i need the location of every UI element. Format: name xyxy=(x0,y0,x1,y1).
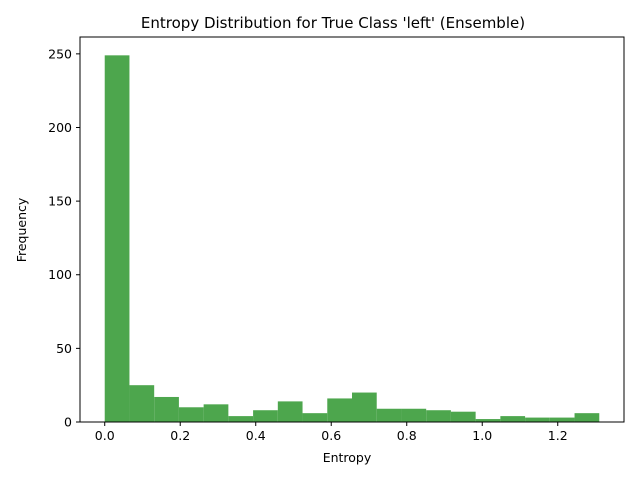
histogram-bar xyxy=(401,408,427,422)
x-tick-label: 0.4 xyxy=(246,428,266,443)
x-tick-label: 0.8 xyxy=(397,428,417,443)
x-axis: 0.0 0.2 0.4 0.6 0.8 1.0 1.2 xyxy=(95,422,568,443)
histogram-bar xyxy=(574,413,600,422)
x-axis-label: Entropy xyxy=(323,450,372,465)
histogram-bar xyxy=(549,417,575,422)
histogram-bar xyxy=(178,407,204,422)
histogram-bar xyxy=(129,385,155,422)
y-tick-label: 50 xyxy=(56,341,72,356)
chart-title: Entropy Distribution for True Class 'lef… xyxy=(141,14,525,32)
x-tick-label: 1.2 xyxy=(548,428,568,443)
histogram-bar xyxy=(450,411,476,422)
histogram-bar xyxy=(277,401,303,422)
histogram-bar xyxy=(302,413,328,422)
x-tick-label: 0.6 xyxy=(321,428,341,443)
plot-frame xyxy=(79,36,625,423)
histogram-bar xyxy=(525,417,550,422)
histogram-bar xyxy=(426,410,451,422)
histogram-bar xyxy=(253,410,278,422)
y-tick-label: 100 xyxy=(48,267,72,282)
y-tick-label: 200 xyxy=(48,120,72,135)
histogram-bar xyxy=(500,416,526,422)
y-tick-label: 0 xyxy=(64,415,72,430)
y-tick-label: 250 xyxy=(48,46,72,61)
bars-group xyxy=(104,55,600,422)
x-tick-label: 1.0 xyxy=(472,428,492,443)
histogram-bar xyxy=(203,404,229,422)
histogram-bar xyxy=(228,416,254,422)
y-tick-label: 150 xyxy=(48,194,72,209)
histogram-bar xyxy=(352,392,377,422)
histogram-bar xyxy=(475,419,501,422)
histogram-bar xyxy=(327,398,352,422)
x-tick-label: 0.0 xyxy=(95,428,115,443)
y-axis-label: Frequency xyxy=(14,197,29,262)
histogram-bar xyxy=(376,408,402,422)
x-tick-label: 0.2 xyxy=(170,428,190,443)
histogram-bar xyxy=(104,55,130,422)
histogram-bar xyxy=(154,396,179,422)
y-axis: 0 50 100 150 200 250 xyxy=(48,46,80,430)
